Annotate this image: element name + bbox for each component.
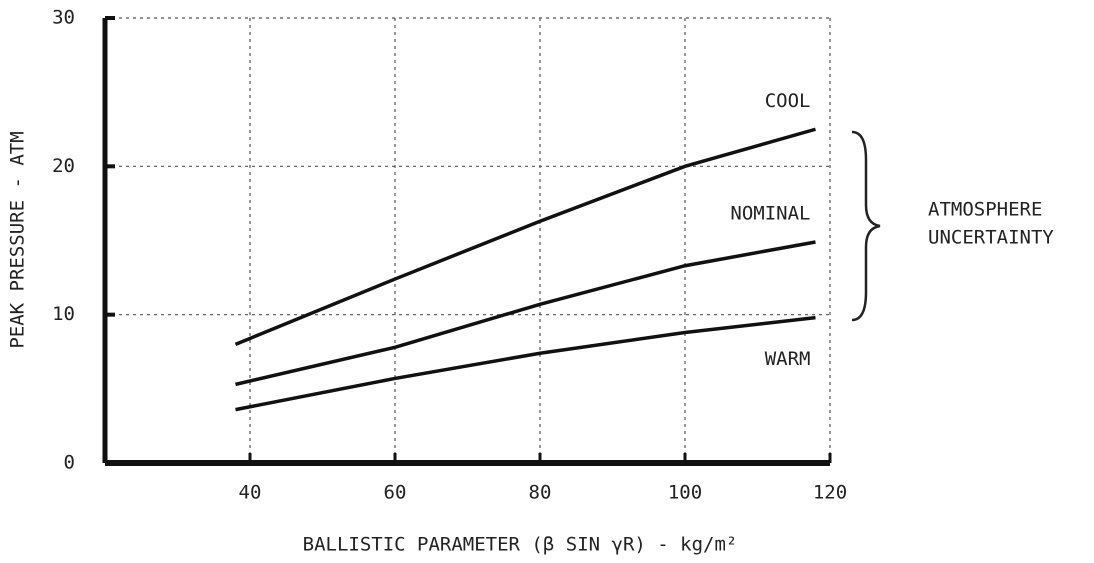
x-tick-label: 80	[529, 482, 552, 504]
series-label: WARM	[765, 348, 811, 370]
y-axis-label: PEAK PRESSURE - ATM	[7, 131, 29, 348]
x-tick-label: 120	[813, 482, 847, 504]
series-line	[235, 240, 816, 387]
series-label: COOL	[765, 90, 811, 112]
x-axis-label: BALLISTIC PARAMETER (β SIN γR) - kg/m²	[303, 534, 738, 556]
x-tick-label: 60	[384, 482, 407, 504]
brace	[851, 130, 881, 322]
series-label: NOMINAL	[730, 202, 810, 224]
y-tick-label: 10	[52, 303, 75, 325]
x-tick-label: 40	[239, 482, 262, 504]
series-line	[234, 127, 816, 346]
annotation: ATMOSPHERE	[928, 199, 1042, 221]
annotation: UNCERTAINTY	[928, 227, 1054, 249]
series-line	[235, 315, 816, 412]
y-tick-label: 0	[64, 452, 75, 474]
x-tick-label: 100	[668, 482, 702, 504]
y-tick-label: 30	[52, 7, 75, 29]
y-tick-label: 20	[52, 155, 75, 177]
